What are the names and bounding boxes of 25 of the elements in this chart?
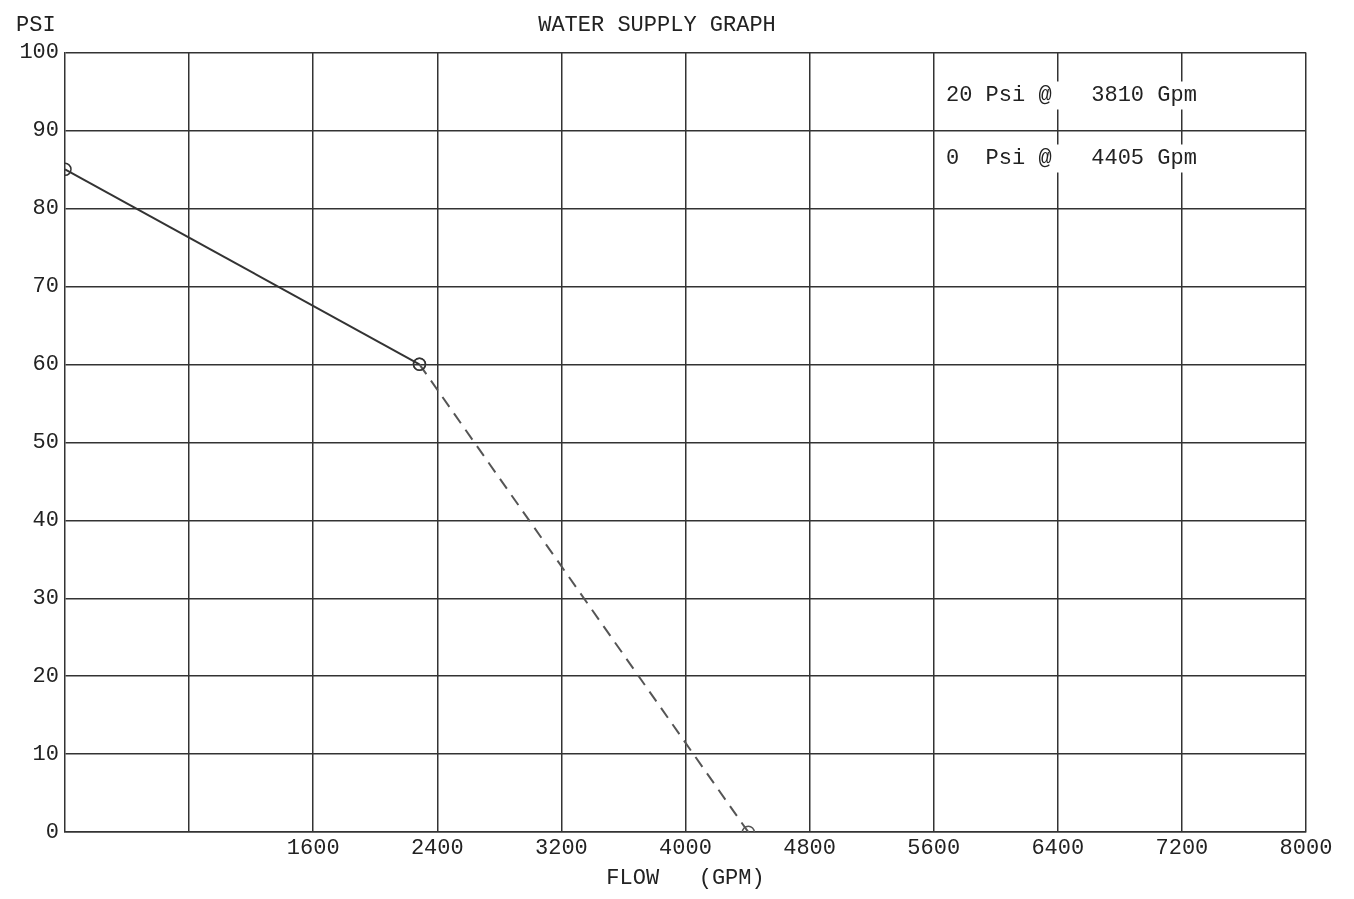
y-tick-label: 20 <box>32 664 59 690</box>
y-tick-label: 80 <box>32 196 59 222</box>
y-tick-label: 100 <box>19 40 59 66</box>
y-tick-label: 40 <box>32 508 59 534</box>
x-tick-label: 3200 <box>534 836 588 862</box>
x-tick-label: 2400 <box>410 836 464 862</box>
x-tick-label: 6400 <box>1031 836 1085 862</box>
y-tick-label: 0 <box>45 820 59 846</box>
chart-title: WATER SUPPLY GRAPH <box>538 13 776 39</box>
x-axis-title: FLOW (GPM) <box>606 865 765 891</box>
x-tick-label: 8000 <box>1279 836 1333 862</box>
y-tick-label: 90 <box>32 118 59 144</box>
x-tick-label: 7200 <box>1155 836 1209 862</box>
y-tick-label: 70 <box>32 274 59 300</box>
y-tick-label: 30 <box>32 586 59 612</box>
x-tick-label: 5600 <box>907 836 961 862</box>
x-tick-label: 4800 <box>783 836 837 862</box>
y-axis-title: PSI <box>16 12 56 38</box>
x-tick-label: 1600 <box>286 836 340 862</box>
y-tick-label: 50 <box>32 430 59 456</box>
y-tick-label: 60 <box>32 352 59 378</box>
annotation: 20 Psi @ 3810 Gpm <box>946 83 1197 109</box>
y-tick-label: 10 <box>32 742 59 768</box>
x-tick-label: 4000 <box>659 836 712 862</box>
annotation: 0 Psi @ 4405 Gpm <box>946 146 1197 172</box>
